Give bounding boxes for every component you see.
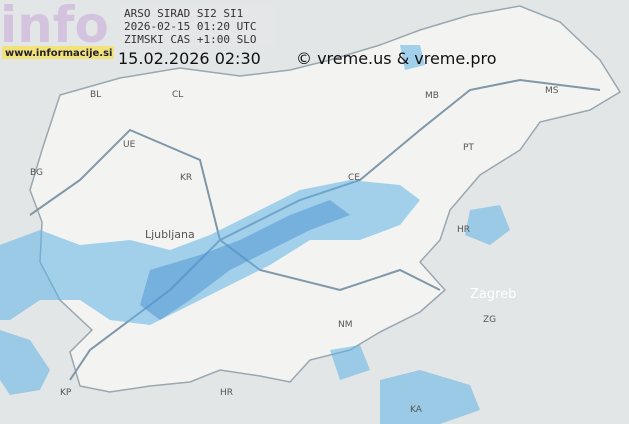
radar-echo [330, 345, 370, 380]
radar-source: ARSO SIRAD SI2 SI1 [124, 7, 243, 20]
copyright: © vreme.us & vreme.pro [296, 49, 497, 68]
city-label: CE [348, 173, 360, 183]
stamp-background [120, 4, 276, 46]
city-label: Ljubljana [145, 228, 195, 241]
city-label: KP [60, 388, 72, 398]
city-label: KR [180, 173, 192, 183]
city-label: Zagreb [470, 287, 516, 302]
watermark: info [0, 0, 109, 54]
city-label: UE [123, 140, 136, 150]
utc-time: 2026-02-15 01:20 UTC [124, 20, 256, 33]
radar-echo [465, 205, 510, 245]
local-time: 15.02.2026 02:30 [118, 49, 261, 68]
city-label: CL [172, 90, 183, 100]
city-label: ZG [483, 315, 496, 325]
city-label: BL [90, 90, 101, 100]
city-label: NM [338, 320, 353, 330]
radar-echo [400, 45, 425, 70]
radar-echo [380, 370, 480, 424]
city-label: MS [545, 86, 559, 96]
radar-echo [140, 200, 350, 320]
city-label: HR [220, 388, 233, 398]
city-label: BG [30, 168, 43, 178]
site-url: www.informacije.si [5, 48, 113, 59]
city-label: KA [410, 405, 423, 415]
radar-echo [0, 330, 50, 395]
city-label: MB [425, 91, 439, 101]
url-background [2, 46, 114, 59]
city-label: HR [457, 225, 470, 235]
city-label: PT [463, 143, 474, 153]
timezone: ZIMSKI CAS +1:00 SLO [124, 33, 256, 46]
